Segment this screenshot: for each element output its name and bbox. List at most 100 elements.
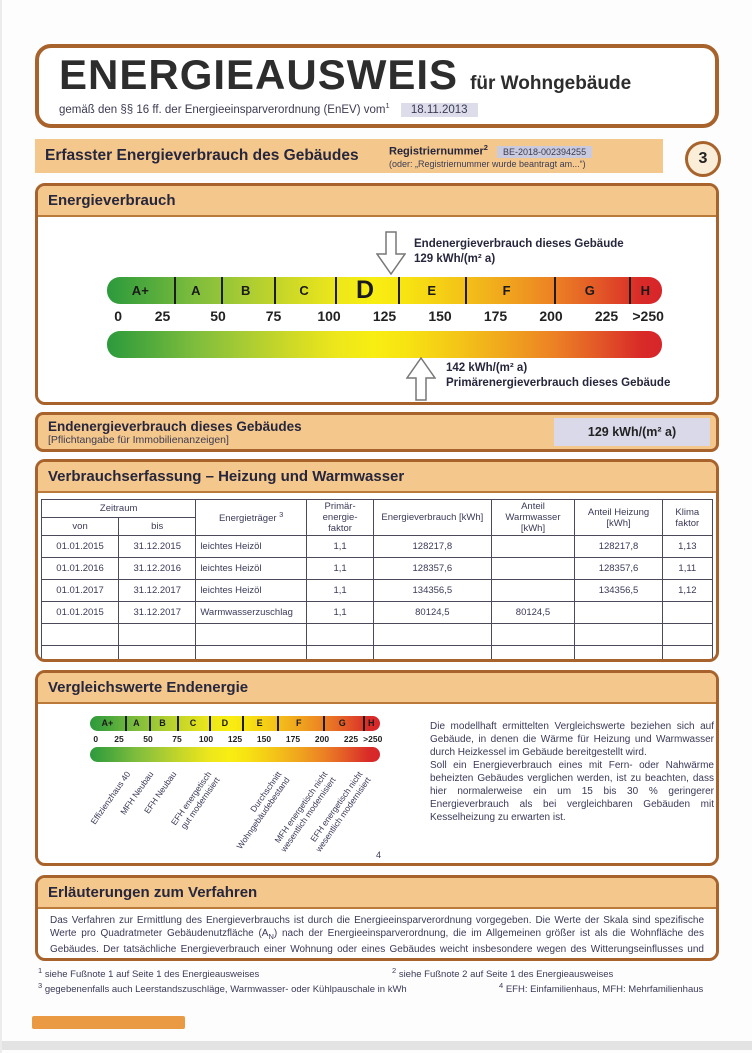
- section-title-bar: Erfasster Energieverbrauch des Gebäudes …: [35, 139, 663, 173]
- tick-label: 150: [428, 308, 452, 324]
- law-reference: gemäß den §§ 16 ff. der Energieeinsparve…: [59, 101, 715, 118]
- tick-label: 175: [285, 734, 301, 744]
- scale-divider: [277, 716, 280, 731]
- chart-box-title: Energieverbrauch: [38, 186, 716, 217]
- tick-label: 75: [172, 734, 182, 744]
- class-label-a-plus: A+: [131, 283, 149, 298]
- col-header-bis: bis: [118, 517, 197, 536]
- primary-energy-arrow-up-icon: [406, 357, 436, 401]
- tick-label: 100: [317, 308, 341, 324]
- comparison-label-efh-gut-modernisiert: EFH energetisch gut modernisiert: [168, 769, 222, 831]
- tick-label: 225: [343, 734, 359, 744]
- header-title-row: ENERGIEAUSWEIS für Wohngebäude: [59, 51, 715, 98]
- comparison-paragraph-2: Soll ein Energieverbrauch eines mit Fern…: [430, 760, 714, 823]
- table-row: 01.01.2017 31.12.2017 leichtes Heizöl 1,1 …: [40, 579, 714, 602]
- tick-label: 125: [372, 308, 397, 324]
- footnote-4: 4 EFH: Einfamilienhaus, MFH: Mehrfamilie…: [499, 981, 704, 996]
- footnote-2: 2 siehe Fußnote 2 auf Seite 1 des Energi…: [392, 966, 614, 981]
- end-energy-annotation-value: 129 kWh/(m² a): [414, 253, 496, 265]
- primary-energy-annotation-label: Primärenergieverbrauch dieses Gebäude: [446, 377, 671, 389]
- col-header-primaerfaktor: Primär- energie- faktor: [306, 499, 375, 536]
- table-row: 01.01.2016 31.12.2016 leichtes Heizöl 1,1 …: [40, 557, 714, 580]
- class-label-g: G: [584, 283, 595, 298]
- footnote-3: 3 gegebenenfalls auch Leerstandszuschläg…: [38, 981, 407, 996]
- registration-number: BE-2018-002394255: [497, 145, 593, 158]
- tick-label: 125: [227, 734, 243, 744]
- mini-gradient-bar: [90, 747, 380, 762]
- tick-label: 175: [483, 308, 508, 324]
- mini-class-label: A+: [101, 718, 114, 728]
- table-row: 01.01.2015 31.12.2015 leichtes Heizöl 1,1 …: [40, 535, 714, 558]
- tick-label: 0: [114, 308, 122, 324]
- scale-divider: [628, 277, 631, 304]
- class-label-a: A: [191, 283, 201, 298]
- tick-label: 50: [143, 734, 153, 744]
- gradient-bar: [107, 331, 662, 358]
- scale-divider: [242, 716, 245, 731]
- scale-divider: [553, 277, 556, 304]
- col-header-klimafaktor: Klima faktor: [661, 499, 714, 536]
- mini-class-label: D: [221, 718, 229, 728]
- tick-label: 25: [114, 734, 124, 744]
- col-header-zeitraum: Zeitraum: [40, 499, 197, 518]
- tick-label: >250: [363, 734, 383, 744]
- tick-label: 50: [210, 308, 226, 324]
- class-label-d-current: D: [356, 276, 375, 304]
- tick-label: 100: [198, 734, 214, 744]
- scale-divider: [334, 277, 337, 304]
- section-title: Erfasster Energieverbrauch des Gebäudes: [45, 147, 359, 164]
- end-energy-annotation: Endenergieverbrauch dieses Gebäude 129 k…: [414, 237, 624, 267]
- scale-divider: [323, 716, 326, 731]
- scale-divider: [273, 277, 276, 304]
- page-title: ENERGIEAUSWEIS: [59, 51, 459, 98]
- tick-label: 25: [154, 308, 171, 324]
- procedure-explanation-box: Erläuterungen zum Verfahren Das Verfahre…: [35, 875, 719, 961]
- col-header-von: von: [40, 517, 120, 536]
- primary-energy-annotation-value: 142 kWh/(m² a): [446, 362, 528, 374]
- consumption-table-area: Zeitraum Energieträger 3 Primär- energie…: [38, 493, 716, 659]
- registration-block: Registriernummer2 BE-2018-002394255 (ode…: [389, 143, 657, 169]
- mini-class-label: A: [133, 718, 140, 728]
- primary-energy-annotation: 142 kWh/(m² a) Primärenergieverbrauch di…: [446, 361, 670, 391]
- col-header-energietraeger: Energieträger 3: [195, 499, 308, 536]
- header-box: ENERGIEAUSWEIS für Wohngebäude gemäß den…: [35, 44, 719, 128]
- next-section-partial-bar: [32, 1016, 185, 1029]
- page-subtitle: für Wohngebäude: [470, 73, 632, 94]
- page-bottom-edge: [2, 1041, 752, 1050]
- comparison-explanatory-text: Die modellhaft ermittelten Vergleichswer…: [430, 720, 714, 824]
- scale-divider: [124, 716, 127, 731]
- scale-divider: [398, 277, 401, 304]
- mini-class-label: H: [368, 718, 375, 728]
- end-energy-value-chip: 129 kWh/(m² a): [554, 418, 710, 446]
- consumption-table-title: Verbrauchserfassung – Heizung und Warmwa…: [38, 462, 716, 493]
- tick-label: 75: [265, 308, 282, 324]
- end-energy-summary-subtitle: [Pflichtangabe für Immobilienanzeigen]: [48, 433, 229, 446]
- end-energy-arrow-down-icon: [376, 231, 406, 275]
- comparison-paragraph-1: Die modellhaft ermittelten Vergleichswer…: [430, 721, 714, 758]
- end-energy-annotation-label: Endenergieverbrauch dieses Gebäude: [414, 238, 624, 250]
- table-row: 01.01.2015 31.12.2017 Warmwasserzuschlag 1…: [40, 601, 714, 624]
- tick-label: 200: [314, 734, 330, 744]
- registration-row: Registriernummer2 BE-2018-002394255: [389, 143, 657, 158]
- registration-alt-text: (oder: „Registriernummer wurde beantragt…: [389, 158, 586, 169]
- registration-label: Registriernummer: [389, 145, 484, 158]
- class-label-f: F: [502, 283, 511, 298]
- scale-divider: [208, 716, 211, 731]
- scale-divider: [464, 277, 467, 304]
- chart-area: Endenergieverbrauch dieses Gebäude 129 k…: [38, 217, 716, 402]
- class-label-e: E: [427, 283, 437, 298]
- energy-consumption-chart-box: Energieverbrauch Endenergieverbrauch die…: [35, 183, 719, 405]
- comparison-box-title: Vergleichswerte Endenergie: [38, 673, 716, 704]
- comparison-values-box: Vergleichswerte Endenergie A+ A B C D E …: [35, 670, 719, 866]
- scale-divider: [177, 716, 179, 731]
- tick-label: >250: [632, 308, 664, 324]
- col-header-anteil-heizung: Anteil Heizung [kWh]: [574, 499, 663, 536]
- mini-class-label: G: [338, 718, 346, 728]
- end-energy-summary-title: Endenergieverbrauch dieses Gebäudes: [48, 418, 302, 434]
- col-header-anteil-warmwasser: Anteil Warmwasser [kWh]: [490, 499, 576, 536]
- table-row-empty: [40, 623, 714, 646]
- tick-label: 225: [594, 308, 619, 324]
- mini-energy-class-scale: A+ A B C D E F G H: [90, 716, 380, 731]
- scale-tick-labels: 0 25 50 75 100 125 150 175 200 225 >250: [107, 308, 664, 326]
